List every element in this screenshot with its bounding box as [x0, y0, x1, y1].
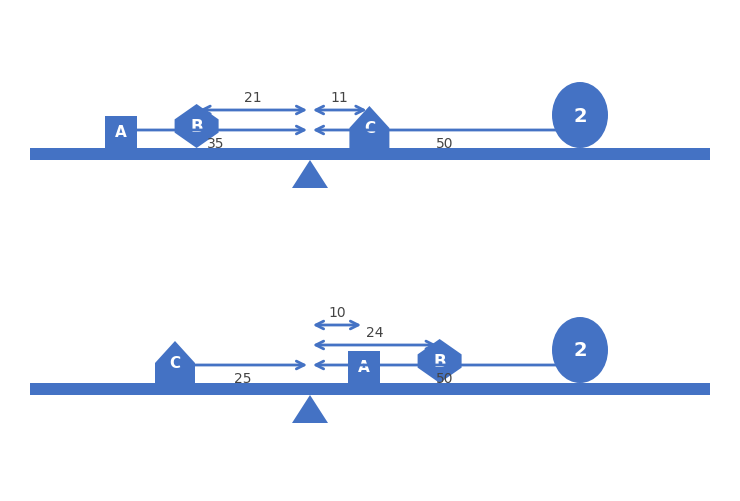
Text: A: A [358, 360, 370, 375]
Polygon shape [349, 107, 389, 149]
FancyBboxPatch shape [105, 117, 137, 149]
Polygon shape [292, 161, 328, 188]
Polygon shape [175, 105, 218, 149]
FancyBboxPatch shape [30, 149, 710, 161]
Text: 2: 2 [574, 106, 587, 125]
Polygon shape [417, 339, 462, 383]
Text: 50: 50 [437, 137, 454, 151]
Text: 21: 21 [244, 91, 262, 105]
Text: B: B [190, 118, 203, 136]
Ellipse shape [552, 83, 608, 149]
Text: 2: 2 [574, 341, 587, 360]
Text: C: C [364, 121, 375, 136]
Text: A: A [115, 125, 127, 140]
Text: 10: 10 [328, 306, 346, 319]
Polygon shape [155, 341, 195, 383]
Ellipse shape [552, 317, 608, 383]
Text: 35: 35 [206, 137, 224, 151]
Text: 25: 25 [234, 371, 252, 385]
Text: C: C [169, 356, 181, 371]
Text: 50: 50 [437, 371, 454, 385]
Polygon shape [292, 395, 328, 423]
Text: 24: 24 [366, 325, 383, 339]
FancyBboxPatch shape [348, 351, 380, 383]
FancyBboxPatch shape [30, 383, 710, 395]
Text: B: B [434, 352, 446, 370]
Text: 11: 11 [331, 91, 349, 105]
